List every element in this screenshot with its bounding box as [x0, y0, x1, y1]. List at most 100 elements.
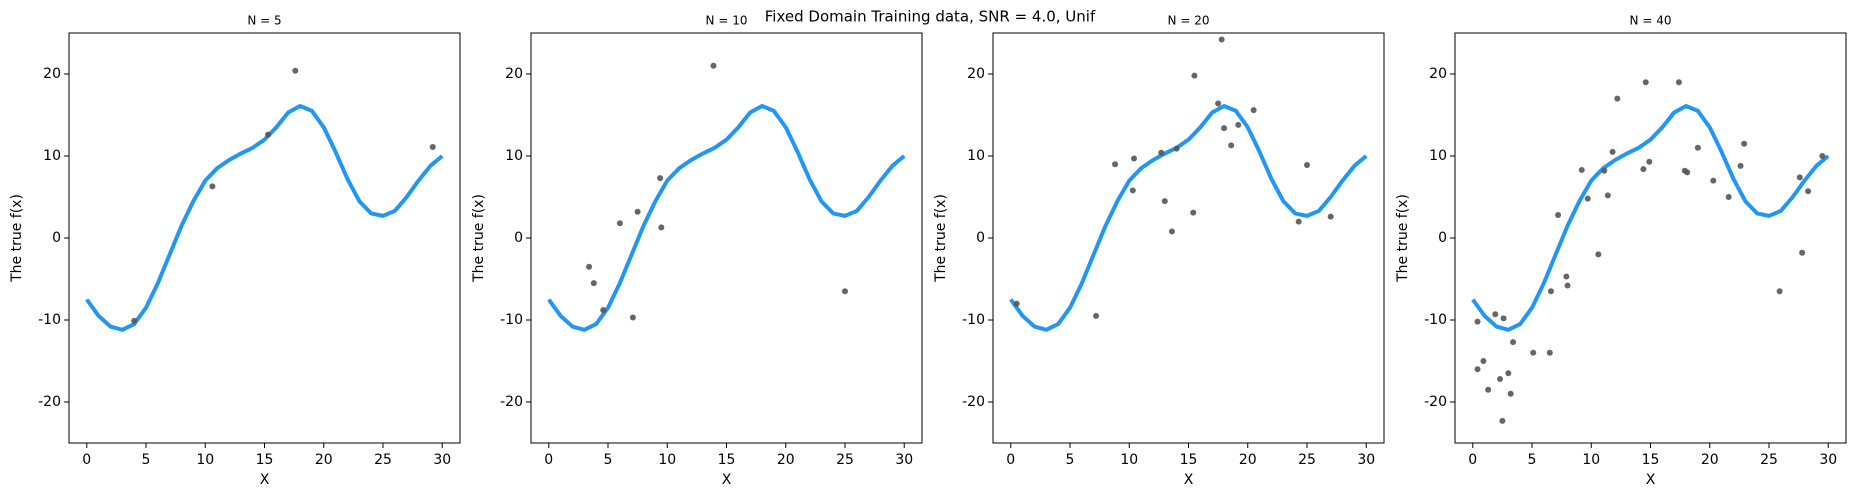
y-tick-label: -20	[38, 394, 61, 410]
x-tick-label: 20	[1701, 452, 1719, 468]
data-point	[1725, 194, 1732, 200]
data-point	[1295, 218, 1302, 225]
x-tick-label: 0	[1006, 452, 1015, 468]
x-tick-label: 30	[1819, 452, 1837, 468]
data-point	[629, 314, 636, 321]
x-tick-label: 20	[1239, 452, 1257, 468]
data-point	[710, 62, 717, 69]
data-point	[657, 175, 664, 182]
y-tick-label: 10	[967, 148, 985, 164]
y-tick-label: 0	[52, 230, 61, 246]
x-tick-label: 0	[1468, 452, 1477, 468]
x-tick-label: 5	[142, 452, 151, 468]
subplot: N = 40 0 5 10 15 20 25 30 -20 -10 0 10 20 X The true f…	[1395, 14, 1847, 488]
axes-frame	[992, 32, 1385, 444]
data-point	[1796, 174, 1803, 181]
data-point	[1642, 79, 1649, 86]
y-tick-label: 0	[514, 230, 523, 246]
data-point	[1221, 125, 1228, 132]
data-point	[1510, 339, 1517, 346]
data-point	[1474, 318, 1481, 325]
data-point	[1505, 370, 1512, 377]
subplot-title: N = 20	[1168, 14, 1210, 28]
y-axis-label: The true f(x)	[933, 194, 949, 283]
data-point	[292, 67, 299, 74]
x-axis-label: X	[260, 472, 270, 488]
x-tick-label: 10	[1582, 452, 1600, 468]
x-tick-label: 30	[433, 452, 451, 468]
data-point	[1500, 315, 1507, 322]
data-point	[1215, 100, 1222, 107]
true-curve	[547, 103, 906, 332]
true-curve	[1471, 103, 1830, 332]
y-tick-label: 20	[43, 66, 61, 82]
subplot: N = 20 0 5 10 15 20 25 30 -20 -10 0 10 20 X The true f…	[933, 14, 1385, 488]
y-tick-label: -10	[38, 312, 61, 328]
axes-frame	[68, 32, 461, 444]
data-point	[1684, 169, 1691, 176]
data-point	[1499, 417, 1506, 424]
data-point	[841, 288, 848, 295]
data-point	[1492, 311, 1499, 318]
x-tick-label: 10	[196, 452, 214, 468]
x-axis-label: X	[722, 472, 732, 488]
y-axis-label: The true f(x)	[471, 194, 487, 283]
x-tick-label: 25	[836, 452, 854, 468]
x-tick-label: 25	[374, 452, 392, 468]
x-tick-label: 5	[1066, 452, 1075, 468]
data-point	[1799, 249, 1806, 256]
x-tick-label: 15	[1642, 452, 1660, 468]
data-point	[1485, 386, 1492, 393]
data-point	[1507, 390, 1514, 397]
x-tick-label: 20	[777, 452, 795, 468]
data-point	[1694, 144, 1701, 151]
data-point	[1474, 366, 1481, 373]
subplot: N = 5 0 5 10 15 20 25 30 -20 -10 0 10 20 X The true f(…	[9, 14, 461, 488]
y-tick-label: -10	[500, 312, 523, 328]
y-tick-label: -10	[962, 312, 985, 328]
data-point	[1640, 166, 1647, 173]
data-point	[1013, 300, 1020, 307]
true-curve	[85, 103, 444, 332]
data-point	[1819, 153, 1826, 159]
x-tick-label: 25	[1760, 452, 1778, 468]
data-point	[1497, 376, 1504, 383]
x-tick-label: 5	[1528, 452, 1537, 468]
data-point	[1168, 228, 1175, 235]
y-tick-label: 20	[967, 66, 985, 82]
data-point	[1130, 155, 1137, 162]
data-point	[1173, 145, 1180, 152]
y-tick-label: -20	[500, 394, 523, 410]
data-point	[209, 183, 216, 190]
data-point	[1710, 177, 1717, 184]
data-point	[1564, 282, 1571, 289]
data-point	[1737, 162, 1744, 169]
true-curve	[1009, 103, 1368, 332]
data-point	[616, 220, 623, 227]
data-point	[1675, 79, 1682, 86]
data-point	[1578, 166, 1585, 173]
data-point	[1547, 288, 1554, 295]
data-point	[1604, 192, 1611, 199]
data-point	[1112, 161, 1119, 168]
data-point	[1327, 213, 1334, 220]
data-point	[1480, 358, 1487, 364]
data-point	[1555, 212, 1562, 219]
data-point	[658, 224, 665, 231]
data-point	[1191, 72, 1198, 79]
y-tick-label: 0	[1438, 230, 1447, 246]
data-point	[1161, 198, 1168, 205]
data-point	[1129, 187, 1136, 194]
data-point	[1250, 107, 1257, 114]
subplot: N = 10 0 5 10 15 20 25 30 -20 -10 0 10 20 X The true f…	[471, 14, 923, 488]
data-point	[1601, 167, 1608, 174]
subplot-title: N = 5	[247, 14, 281, 28]
data-point	[600, 307, 607, 314]
data-point	[1158, 149, 1165, 156]
x-tick-label: 20	[315, 452, 333, 468]
data-point	[429, 143, 436, 150]
y-tick-label: -10	[1424, 312, 1447, 328]
data-point	[1563, 273, 1570, 280]
x-axis-label: X	[1646, 472, 1656, 488]
